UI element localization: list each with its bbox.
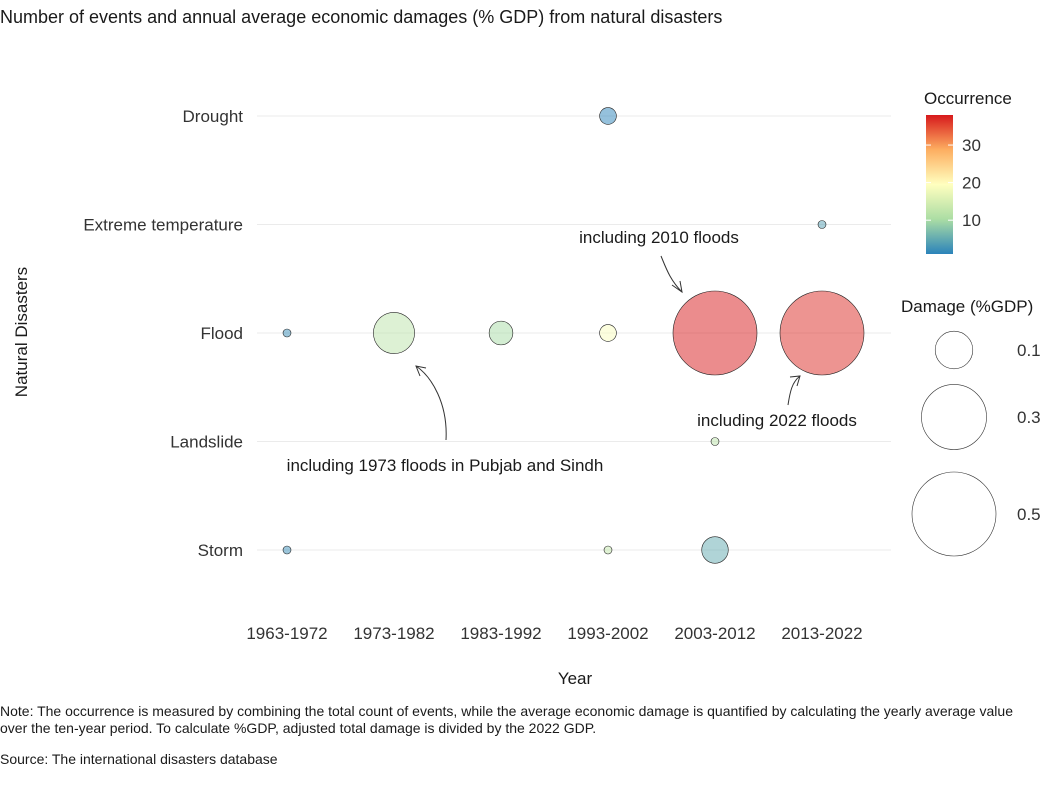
y-tick-label: Drought <box>183 107 244 126</box>
x-tick-label: 1973-1982 <box>353 624 434 643</box>
bubble-landslide-2003-2012 <box>710 437 720 446</box>
bubble-storm-2003-2012 <box>701 536 729 564</box>
y-axis-title: Natural Disasters <box>12 267 31 397</box>
annotation-arrowhead-2022 <box>789 375 801 387</box>
bubble-flood-2003-2012 <box>672 290 758 376</box>
annotation-1973-floods: including 1973 floods in Pubjab and Sind… <box>287 456 604 475</box>
annotation-2022-floods: including 2022 floods <box>697 411 857 430</box>
colorbar-tick-label: 20 <box>962 174 981 193</box>
y-tick-label: Landslide <box>170 433 243 452</box>
x-tick-label: 1963-1972 <box>246 624 327 643</box>
bubble-drought-1993-2002 <box>599 107 617 125</box>
damage-legend-label: 0.1 <box>1017 341 1041 360</box>
footnote: Note: The occurrence is measured by comb… <box>0 703 1013 736</box>
damage-legend-circle <box>911 471 997 557</box>
bubble-storm-1963-1972 <box>282 545 292 555</box>
x-tick-label: 1983-1992 <box>460 624 541 643</box>
bubbles <box>282 107 865 564</box>
bubble-chart: Drought Extreme temperature Flood Landslide… <box>12 89 1041 688</box>
occurrence-colorbar <box>926 115 953 254</box>
x-tick-label: 2013-2022 <box>781 624 862 643</box>
occurrence-legend-title: Occurrence <box>924 89 1012 108</box>
bubble-extreme-temperature-2013-2022 <box>817 220 827 229</box>
y-tick-labels: Drought Extreme temperature Flood Landslide… <box>83 107 243 560</box>
source-note: Source: The international disasters data… <box>0 751 278 767</box>
damage-legend: Damage (%GDP) 0.1 0.3 0.5 <box>901 297 1041 557</box>
damage-legend-label: 0.3 <box>1017 408 1041 427</box>
damage-legend-label: 0.5 <box>1017 505 1041 524</box>
annotation-arrow-2010 <box>660 255 683 293</box>
annotation-arrow-1973 <box>415 365 447 441</box>
bubble-storm-1993-2002 <box>603 545 613 555</box>
x-axis-title: Year <box>558 669 593 688</box>
annotations: including 2010 floods including 2022 flo… <box>287 228 857 475</box>
bubble-flood-1983-1992 <box>488 320 514 346</box>
occurrence-legend-ticks: 10 20 30 <box>926 136 981 230</box>
x-tick-label: 1993-2002 <box>567 624 648 643</box>
colorbar-tick-label: 30 <box>962 136 981 155</box>
y-tick-label: Extreme temperature <box>83 216 243 235</box>
annotation-arrowhead-2010 <box>671 280 683 294</box>
occurrence-legend: Occurrence 10 20 30 <box>924 89 1012 254</box>
damage-legend-circle <box>921 384 987 450</box>
damage-legend-circle <box>934 330 974 370</box>
annotation-arrow-2022 <box>787 375 801 406</box>
y-tick-label: Storm <box>198 541 243 560</box>
bubble-flood-2013-2022 <box>779 290 865 376</box>
bubble-flood-1993-2002 <box>599 324 617 342</box>
colorbar-tick-label: 10 <box>962 211 981 230</box>
annotation-arrowhead-1973 <box>415 365 427 377</box>
damage-legend-title: Damage (%GDP) <box>901 297 1033 316</box>
y-tick-label: Flood <box>200 324 243 343</box>
annotation-2010-floods: including 2010 floods <box>579 228 739 247</box>
chart-title: Number of events and annual average econ… <box>0 7 723 27</box>
bubble-flood-1963-1972 <box>282 328 292 338</box>
bubble-flood-1973-1982 <box>373 312 415 354</box>
x-tick-label: 2003-2012 <box>674 624 755 643</box>
damage-legend-keys: 0.1 0.3 0.5 <box>911 330 1041 557</box>
x-tick-labels: 1963-1972 1973-1982 1983-1992 1993-2002 2003… <box>246 624 862 643</box>
